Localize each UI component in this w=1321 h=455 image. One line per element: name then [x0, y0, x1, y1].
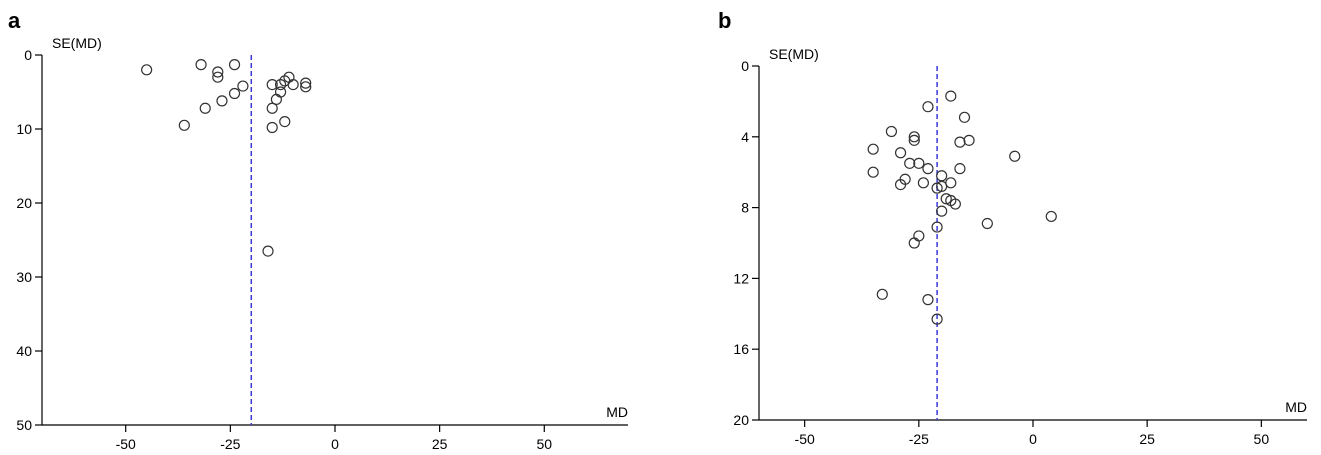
x-tick-label: -50 — [116, 436, 136, 452]
y-tick-label: 8 — [741, 200, 749, 216]
study-point — [931, 221, 943, 233]
study-point — [917, 177, 930, 189]
y-axis-label: SE(MD) — [52, 35, 102, 51]
study-point — [981, 217, 993, 230]
study-point — [908, 237, 920, 249]
study-point — [199, 102, 211, 114]
study-point — [894, 147, 907, 159]
study-point — [300, 81, 312, 93]
y-tick-label: 50 — [16, 417, 32, 433]
study-point — [954, 163, 966, 175]
study-point — [945, 177, 957, 189]
study-point — [913, 157, 925, 169]
y-tick-label: 40 — [16, 343, 32, 359]
study-point — [266, 121, 278, 134]
study-point — [266, 102, 278, 114]
study-point — [904, 157, 916, 169]
study-point — [228, 59, 241, 71]
study-point — [262, 245, 274, 257]
y-tick-label: 4 — [741, 129, 749, 145]
x-axis-label: MD — [606, 404, 628, 420]
study-point — [266, 78, 278, 91]
x-tick-label: 0 — [331, 436, 339, 452]
study-point — [212, 66, 224, 78]
y-tick-label: 30 — [16, 269, 32, 285]
study-point — [867, 166, 879, 178]
study-point — [228, 87, 241, 100]
study-point — [279, 115, 291, 128]
x-tick-label: 50 — [536, 436, 552, 452]
y-tick-label: 0 — [24, 47, 32, 63]
study-point — [908, 134, 920, 146]
x-tick-label: -25 — [220, 436, 240, 452]
x-tick-label: 25 — [1139, 431, 1155, 447]
study-point — [1009, 150, 1021, 162]
study-point — [216, 95, 228, 107]
study-point — [908, 131, 920, 143]
study-point — [936, 170, 948, 182]
study-point — [963, 134, 975, 146]
x-tick-label: 50 — [1254, 431, 1270, 447]
study-point — [287, 78, 299, 91]
study-point — [954, 136, 966, 148]
chart-panel-b: b 0 4 8 12 16 20 -50 -25 0 25 50 SE(MD) MD — [718, 8, 1307, 447]
study-point — [212, 71, 224, 83]
x-tick-label: -50 — [795, 431, 815, 447]
panel-letter: b — [718, 8, 731, 33]
study-point — [885, 125, 898, 138]
y-axis-label: SE(MD) — [769, 46, 819, 62]
study-point — [178, 119, 190, 131]
study-point — [931, 313, 943, 325]
x-tick-label: 25 — [432, 436, 448, 452]
panel-letter: a — [8, 8, 21, 33]
study-point — [949, 198, 961, 210]
study-point — [274, 86, 287, 98]
study-point — [894, 178, 907, 191]
y-tick-label: 16 — [733, 341, 749, 357]
study-point — [876, 288, 888, 300]
x-tick-label: 0 — [1029, 431, 1037, 447]
x-tick-label: -25 — [909, 431, 929, 447]
y-tick-label: 12 — [733, 270, 749, 286]
study-point — [141, 64, 153, 76]
study-point — [931, 182, 943, 194]
y-tick-label: 0 — [741, 58, 749, 74]
study-point — [270, 93, 282, 106]
y-tick-label: 20 — [16, 195, 32, 211]
study-point — [274, 78, 287, 91]
x-axis-label: MD — [1285, 399, 1307, 415]
y-tick-label: 10 — [16, 121, 32, 137]
study-point — [958, 111, 971, 123]
study-point — [922, 101, 934, 113]
study-point — [936, 205, 948, 217]
study-point — [237, 80, 249, 92]
study-point — [1045, 210, 1057, 223]
study-point — [913, 230, 925, 242]
study-point — [867, 143, 879, 155]
y-tick-label: 20 — [733, 412, 749, 428]
study-point — [195, 59, 207, 71]
study-point — [945, 90, 957, 102]
study-point — [922, 163, 934, 175]
study-point — [922, 294, 934, 306]
study-point — [300, 77, 312, 89]
